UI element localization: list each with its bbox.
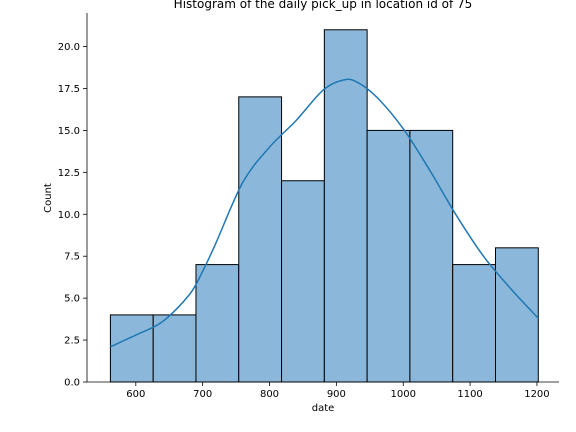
x-tick-label: 1200 (524, 389, 549, 400)
y-tick-label: 0.0 (64, 378, 80, 389)
y-tick-label: 17.5 (58, 84, 80, 95)
y-tick-label: 20.0 (58, 42, 80, 53)
x-tick-label: 700 (193, 389, 212, 400)
y-axis-label: Count (43, 183, 54, 213)
histogram-bar-1 (152, 314, 197, 383)
y-tick-label: 10.0 (58, 210, 80, 221)
histogram-bar-3 (238, 96, 283, 383)
x-ticks: 600 700 800 900 1000 1100 1200 (126, 382, 550, 400)
x-tick-label: 600 (126, 389, 145, 400)
histogram-bar-7 (409, 129, 454, 383)
y-tick-label: 2.5 (64, 336, 80, 347)
y-tick-label: 7.5 (64, 252, 80, 263)
x-tick-label: 1000 (391, 389, 416, 400)
histogram-bar-9 (494, 247, 539, 383)
histogram-bar-5 (323, 29, 368, 383)
histogram-bar-0 (109, 314, 154, 383)
x-tick-label: 800 (260, 389, 279, 400)
y-tick-label: 12.5 (58, 168, 80, 179)
histogram-bar-8 (452, 264, 496, 383)
x-tick-label: 1100 (457, 389, 482, 400)
histogram-bar-4 (281, 180, 325, 383)
chart-title: Histogram of the daily pick_up in locati… (174, 0, 473, 11)
y-tick-label: 15.0 (58, 126, 80, 137)
histogram-bar-6 (366, 129, 411, 383)
histogram-bar-2 (195, 264, 240, 383)
kde-line (110, 78, 539, 348)
bars-group (109, 29, 539, 383)
x-tick-label: 900 (327, 389, 346, 400)
y-ticks: 0.0 2.5 5.0 7.5 10.0 12.5 15.0 17.5 20.0 (58, 42, 87, 389)
y-tick-label: 5.0 (64, 294, 80, 305)
x-axis-label: date (312, 403, 335, 414)
